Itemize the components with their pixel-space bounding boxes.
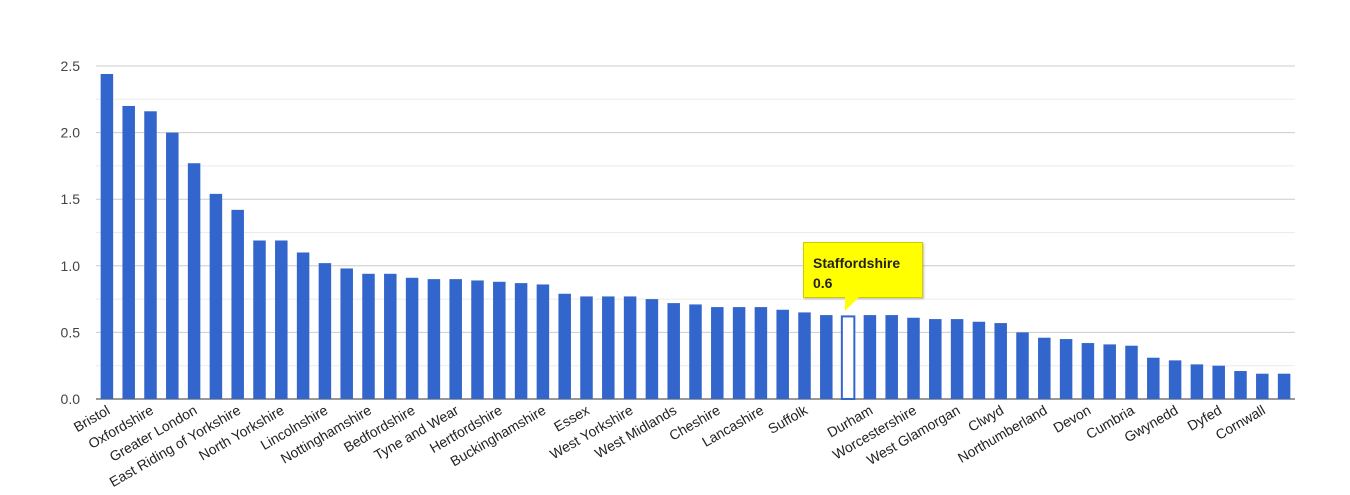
bar[interactable] [776,309,789,399]
bar[interactable] [471,280,484,399]
bar[interactable] [558,293,571,399]
bar[interactable] [362,273,375,399]
bar[interactable] [1016,332,1029,399]
bar[interactable] [318,263,332,399]
tooltip-pointer [845,297,859,311]
bar[interactable] [340,268,353,399]
bar[interactable] [1125,345,1138,399]
bar[interactable] [1038,337,1051,399]
bar[interactable] [602,296,615,399]
bar[interactable] [820,315,833,399]
bar[interactable] [1212,365,1225,399]
bar[interactable] [950,319,964,399]
bar[interactable] [231,209,244,399]
bar-highlighted[interactable] [840,315,856,400]
bar[interactable] [122,105,135,400]
bar[interactable] [1256,373,1269,399]
bar[interactable] [1081,343,1095,399]
bar[interactable] [754,307,768,399]
bars [100,73,1291,400]
bar[interactable] [623,296,637,399]
y-tick-label: 1.0 [61,258,81,274]
y-tick-label: 0.5 [61,324,81,340]
bar[interactable] [1103,344,1116,399]
y-axis-ticks: 0.0 0.5 1.0 1.5 2.0 2.5 [61,58,81,407]
bar[interactable] [275,240,288,399]
bar[interactable] [1168,360,1182,399]
bar[interactable] [907,317,920,399]
bar[interactable] [384,273,397,399]
bar[interactable] [209,193,223,399]
bar[interactable] [405,277,419,399]
bar[interactable] [929,319,942,399]
bar[interactable] [972,321,986,399]
y-tick-label: 0.0 [61,391,81,407]
bar[interactable] [100,73,114,399]
bar[interactable] [514,283,528,399]
bar[interactable] [1234,371,1247,399]
bar[interactable] [994,323,1007,399]
tooltip-value: 0.6 [813,275,833,291]
gridlines [96,65,1295,400]
bar[interactable] [187,163,201,399]
bar[interactable] [296,252,310,399]
bar[interactable] [1190,364,1204,399]
bar[interactable] [144,111,157,400]
x-tick-label: Suffolk [765,401,811,437]
tooltip: Staffordshire 0.6 [803,242,923,298]
bar[interactable] [253,240,266,399]
bar[interactable] [689,304,702,399]
bar[interactable] [732,307,746,399]
y-tick-label: 1.5 [61,191,81,207]
bar[interactable] [711,307,724,399]
bar[interactable] [580,296,593,399]
bar[interactable] [798,312,811,399]
bar[interactable] [1277,373,1291,399]
bar[interactable] [885,315,898,399]
y-tick-label: 2.0 [61,125,81,141]
bar[interactable] [1059,339,1073,399]
bar[interactable] [449,279,462,399]
bar[interactable] [536,284,550,399]
x-tick-label: Cornwall [1213,402,1268,443]
bar[interactable] [645,299,659,399]
bar[interactable] [1147,357,1160,399]
tooltip-name: Staffordshire [813,255,901,271]
bar[interactable] [493,281,506,399]
bar[interactable] [667,303,680,399]
bar[interactable] [427,279,441,399]
bar[interactable] [863,315,877,399]
bar[interactable] [166,132,179,399]
y-tick-label: 2.5 [61,58,81,74]
